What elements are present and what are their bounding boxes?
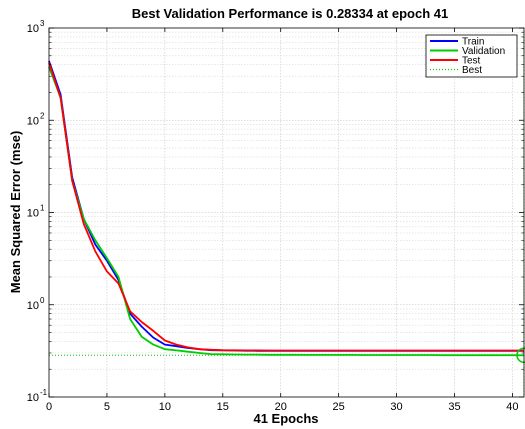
legend-box: [425, 34, 518, 78]
x-tick-label: 40: [506, 401, 518, 413]
series-line-validation: [48, 66, 525, 357]
y-tick-label: 10 -1: [27, 388, 48, 404]
x-tick-label: 25: [333, 401, 345, 413]
y-tick-label: 10 1: [27, 204, 45, 220]
x-tick-label: 20: [275, 401, 287, 413]
y-tick-base: 10: [27, 208, 39, 220]
grid: [49, 28, 524, 397]
y-tick-base: 10: [27, 23, 39, 35]
x-tick-label: 30: [390, 401, 402, 413]
x-tick-label: 0: [46, 401, 52, 413]
x-axis-label: 41 Epochs: [253, 411, 318, 426]
y-tick-exponent: 3: [40, 19, 45, 28]
y-tick-base: 10: [27, 392, 39, 404]
legend-label-train: Train: [462, 37, 484, 48]
series-line-train: [48, 60, 524, 352]
series-line-test: [48, 62, 524, 352]
x-tick-label: 10: [159, 401, 171, 413]
y-tick-exponent: 2: [40, 111, 45, 120]
y-tick-base: 10: [27, 115, 39, 127]
y-tick-exponent: 1: [40, 204, 45, 213]
legend-label-best: Best: [462, 65, 482, 76]
series-lines: [48, 60, 525, 364]
y-tick-label: 10 2: [27, 111, 45, 127]
x-tick-label: 15: [217, 401, 229, 413]
y-tick-exponent: 0: [40, 296, 45, 305]
y-axis-label: Mean Squared Error (mse): [8, 131, 23, 294]
x-tick-label: 5: [104, 401, 110, 413]
y-tick-exponent: -1: [40, 388, 48, 397]
x-tick-label: 35: [448, 401, 460, 413]
chart-title: Best Validation Performance is 0.28334 a…: [132, 6, 448, 21]
y-tick-label: 10 3: [27, 19, 45, 35]
y-tick-base: 10: [27, 300, 39, 312]
legend-label-test: Test: [462, 56, 481, 67]
y-tick-label: 10 0: [27, 296, 45, 312]
legend-label-validation: Validation: [462, 46, 505, 57]
